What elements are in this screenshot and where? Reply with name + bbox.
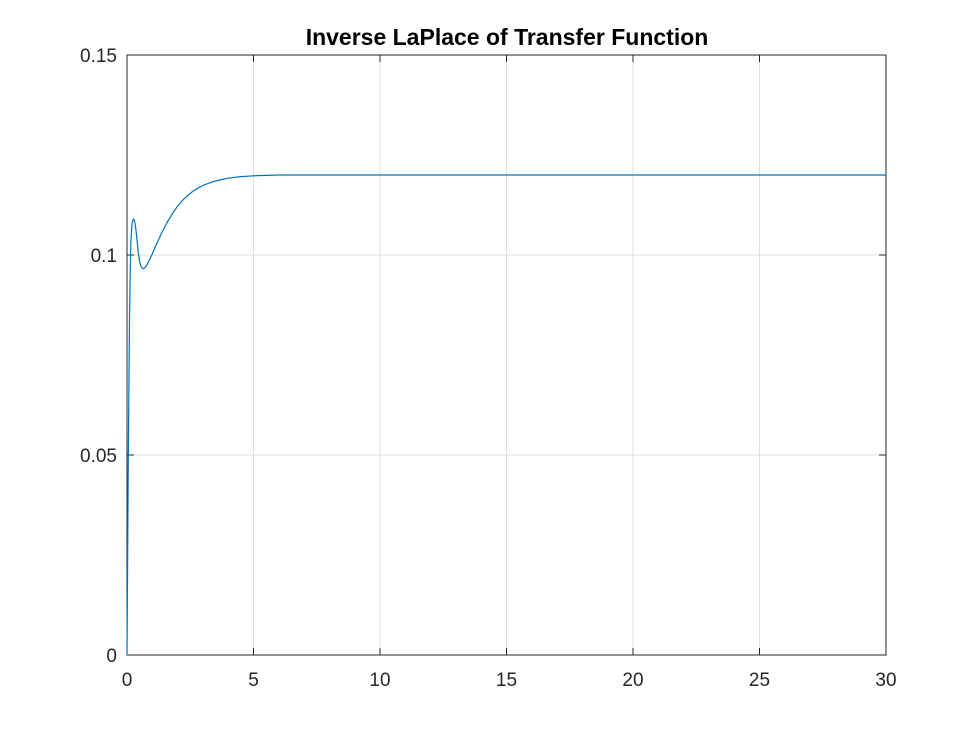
- y-tick-label: 0.15: [80, 46, 117, 67]
- x-tick-label: 15: [496, 670, 517, 691]
- x-tick-label: 0: [122, 670, 133, 691]
- x-tick-label: 20: [622, 670, 643, 691]
- series-line: [126, 174, 886, 656]
- y-tick-label: 0.05: [80, 446, 117, 467]
- x-tick-label: 25: [749, 670, 770, 691]
- y-tick-label: 0.1: [91, 246, 117, 267]
- x-tick-label: 30: [875, 670, 896, 691]
- tick-labels: 0 5 10 15 20 25 30 0 0.05 0.1 0.15: [80, 46, 897, 691]
- chart-title: Inverse LaPlace of Transfer Function: [306, 24, 709, 50]
- y-tick-label: 0: [106, 646, 117, 667]
- x-tick-label: 5: [248, 670, 259, 691]
- grid: [127, 55, 886, 655]
- series-layer: [126, 174, 886, 656]
- x-tick-label: 10: [369, 670, 390, 691]
